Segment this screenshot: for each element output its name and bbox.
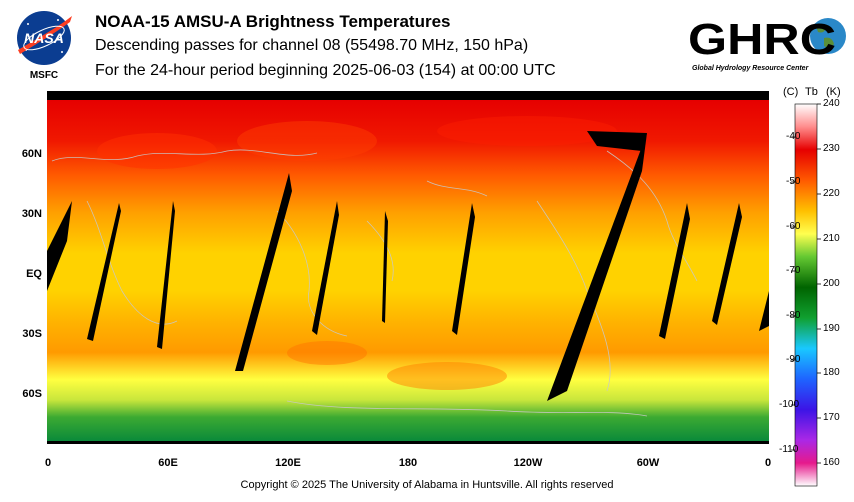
c-tick-minus-100: -100 — [779, 399, 800, 410]
copyright-notice: Copyright © 2025 The University of Alaba… — [240, 479, 614, 491]
swath-gaps — [47, 131, 769, 401]
c-tick-minus-90: -90 — [786, 354, 801, 365]
k-tick-240: 240 — [823, 98, 840, 109]
colorbar — [791, 103, 821, 487]
page-subtitle: Descending passes for channel 08 (55498.… — [95, 37, 529, 54]
map-image — [47, 91, 769, 444]
lat-label-30n: 30N — [21, 208, 42, 220]
page-title: NOAA-15 AMSU-A Brightness Temperatures — [95, 12, 451, 31]
nasa-word: NASA — [24, 30, 64, 46]
brightness-map — [47, 91, 769, 444]
colorbar-header-c: (C) — [783, 86, 799, 98]
nasa-logo: NASA MSFC — [17, 11, 72, 81]
c-tick-minus-40: -40 — [786, 131, 801, 142]
lat-label-eq: EQ — [26, 268, 42, 280]
colorbar-gradient — [794, 103, 818, 487]
c-tick-minus-70: -70 — [786, 265, 801, 276]
time-period: For the 24-hour period beginning 2025-06… — [95, 62, 556, 79]
c-tick-minus-60: -60 — [786, 221, 801, 232]
lat-label-30s: 30S — [22, 328, 42, 340]
lon-label-120w: 120W — [513, 457, 543, 469]
colorbar-header-tb: Tb — [805, 86, 818, 98]
c-tick-minus-110: -110 — [779, 444, 799, 455]
colorbar-header-k: (K) — [826, 86, 841, 98]
k-tick-160: 160 — [823, 457, 840, 468]
lon-label-120e: 120E — [275, 457, 301, 469]
k-tick-190: 190 — [823, 323, 840, 334]
c-tick-minus-50: -50 — [786, 176, 801, 187]
lon-label-180: 180 — [398, 457, 418, 469]
lat-label-60n: 60N — [21, 148, 42, 160]
lon-label-60e: 60E — [158, 457, 178, 469]
k-tick-200: 200 — [823, 278, 840, 289]
coastlines — [51, 149, 698, 417]
k-tick-210: 210 — [823, 233, 840, 244]
lon-label-0-right: 0 — [764, 457, 772, 469]
lon-label-60w: 60W — [636, 457, 660, 469]
k-tick-170: 170 — [823, 412, 840, 423]
msfc-label: MSFC — [30, 70, 58, 81]
lon-label-0: 0 — [44, 457, 52, 469]
lat-label-60s: 60S — [22, 388, 42, 400]
c-tick-minus-80: -80 — [786, 310, 801, 321]
k-tick-180: 180 — [823, 367, 840, 378]
ghrc-logo: GHRC Global Hydrology Resource Center — [688, 15, 846, 72]
ghrc-caption: Global Hydrology Resource Center — [692, 65, 810, 72]
k-tick-230: 230 — [823, 143, 840, 154]
ghrc-word: GHRC — [688, 15, 836, 64]
k-tick-220: 220 — [823, 188, 840, 199]
